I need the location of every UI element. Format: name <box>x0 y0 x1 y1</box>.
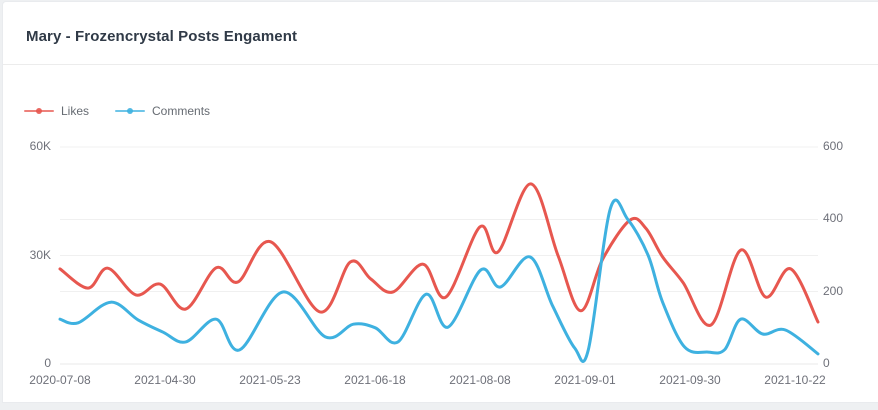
x-axis-date-label: 2021-04-30 <box>134 373 196 387</box>
likes-line-series <box>58 182 820 327</box>
x-axis-date-label: 2021-08-08 <box>449 373 511 387</box>
engagement-chart-card: Mary - Frozencrystal Posts Engament Like… <box>2 1 878 403</box>
chart-gridlines <box>60 146 818 365</box>
x-axis-date-label: 2021-09-30 <box>659 373 721 387</box>
x-axis-date-label: 2020-07-08 <box>29 373 91 387</box>
y-axis-right-label: 0 <box>823 356 830 370</box>
comments-line-series <box>58 198 820 363</box>
legend-label: Likes <box>61 104 90 118</box>
x-axis-date-label: 2021-06-18 <box>344 373 406 387</box>
y-axis-left-label: 60K <box>29 139 51 153</box>
x-axis-date-label: 2021-10-22 <box>764 373 826 387</box>
chart-legend: Likes Comments <box>24 104 210 118</box>
line-chart-canvas[interactable] <box>3 2 878 403</box>
legend-item-likes[interactable]: Likes <box>24 104 89 118</box>
y-axis-right-label: 200 <box>823 283 844 298</box>
x-axis-date-label: 2021-09-01 <box>554 373 616 387</box>
y-axis-left-label: 30K <box>29 247 51 262</box>
y-axis-left-label: 0 <box>44 356 51 370</box>
header-divider <box>3 64 878 65</box>
page-title: Mary - Frozencrystal Posts Engament <box>26 28 298 45</box>
legend-label: Comments <box>152 104 211 118</box>
y-axis-right-label: 600 <box>823 139 844 153</box>
y-axis-right-label: 400 <box>823 211 844 226</box>
legend-item-comments[interactable]: Comments <box>115 104 210 118</box>
legend-line-icon <box>115 106 146 116</box>
x-axis-date-label: 2021-05-23 <box>239 373 301 387</box>
legend-line-icon <box>24 106 54 116</box>
